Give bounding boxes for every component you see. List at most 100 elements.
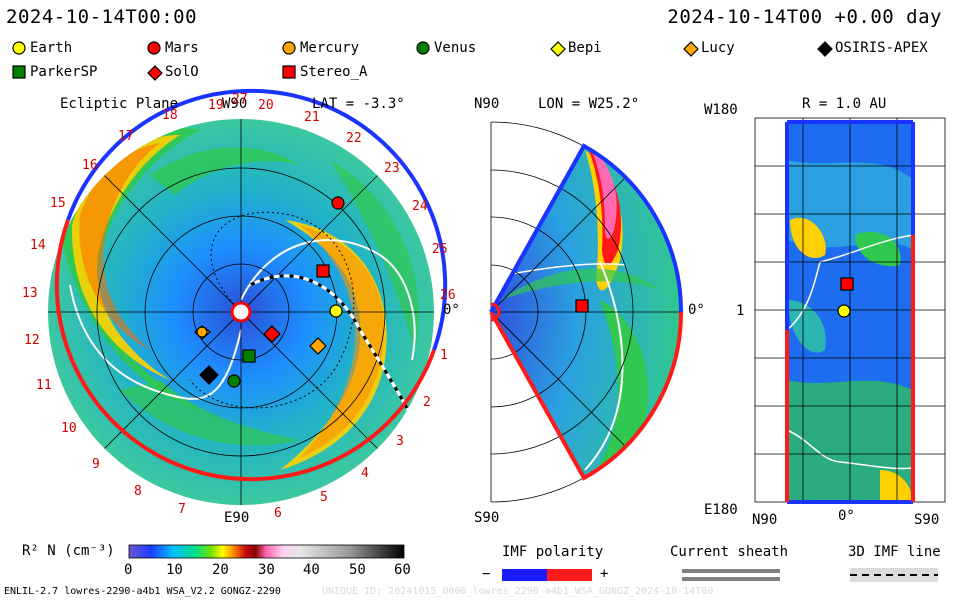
legend-label: Venus — [434, 40, 477, 56]
legend-label: SolO — [165, 64, 199, 80]
venus-marker-icon — [416, 41, 430, 55]
day-number: 20 — [258, 98, 274, 113]
meridional-right-label: 0° — [688, 302, 705, 318]
colorbar-tick: 10 — [166, 562, 183, 578]
day-number: 26 — [440, 288, 456, 303]
meridional-panel — [489, 121, 684, 503]
mercury-marker-icon — [282, 41, 296, 55]
day-number: 16 — [82, 158, 98, 173]
legend-bepi: Bepi — [550, 40, 602, 57]
stereo-a-marker-icon — [282, 65, 296, 79]
parkersp-marker — [242, 349, 256, 363]
earth-marker — [329, 304, 343, 318]
day-number: 22 — [346, 131, 362, 146]
colorbar-label: R² N (cm⁻³) — [22, 543, 115, 559]
legend-earth: Earth — [12, 40, 72, 56]
legend-label: Earth — [30, 40, 73, 56]
day-number: 1 — [440, 348, 448, 363]
imf-minus-label: − — [482, 566, 491, 582]
day-number: 2 — [423, 395, 431, 410]
ecliptic-panel — [48, 88, 448, 505]
sphere-bottom-label: N90 — [752, 512, 778, 528]
legend-label: Stereo_A — [300, 64, 368, 80]
sphere-radius: R = 1.0 AU — [802, 96, 887, 112]
day-number: 4 — [361, 466, 369, 481]
day-number: 23 — [384, 161, 400, 176]
current-sheath-title: Current sheath — [670, 544, 789, 560]
legend-parkersp: ParkerSP — [12, 64, 97, 80]
imf-positive-swatch — [547, 569, 592, 581]
day-number: 13 — [22, 286, 38, 301]
day-number: 27 — [232, 92, 248, 107]
day-number: 19 — [208, 98, 224, 113]
legend-label: OSIRIS-APEX — [835, 40, 928, 56]
legend-stereo-a: Stereo_A — [282, 64, 367, 80]
legend-solo: SolO — [147, 64, 199, 81]
legend-label: ParkerSP — [30, 64, 98, 80]
colorbar-tick: 20 — [212, 562, 229, 578]
sphere-bottom-label: 0° — [838, 508, 855, 524]
stereo-a-marker — [575, 299, 589, 313]
day-number: 12 — [24, 333, 40, 348]
venus-marker — [227, 374, 241, 388]
legend-mars: Mars — [147, 40, 199, 56]
sphere-bottom-label: S90 — [914, 512, 940, 528]
lucy-marker — [309, 337, 327, 355]
imf-negative-swatch — [502, 569, 547, 581]
sun-icon — [230, 301, 252, 323]
footer-model-info: ENLIL-2.7 lowres-2290-a4b1 WSA_V2.2 GONG… — [4, 586, 281, 597]
imf-polarity-title: IMF polarity — [502, 544, 604, 560]
sphere-mid-label: 1 — [736, 303, 745, 319]
legend-label: Bepi — [568, 40, 602, 56]
parkersp-marker-icon — [12, 65, 26, 79]
imf-line-title: 3D IMF line — [848, 544, 941, 560]
day-number: 5 — [320, 490, 328, 505]
ecliptic-title: Ecliptic Plane — [60, 96, 179, 112]
legend-mercury: Mercury — [282, 40, 359, 56]
footer-run-id: UNIQUE ID: 20241015_0000_lowres_2290_a4b… — [322, 586, 714, 597]
sphere-panel — [754, 117, 946, 504]
earth-marker-icon — [12, 41, 26, 55]
day-number: 15 — [50, 196, 66, 211]
day-number: 11 — [36, 378, 52, 393]
meridional-bottom-label: S90 — [474, 510, 500, 526]
lucy-marker-icon — [683, 41, 699, 57]
sphere-bottom-left-label: E180 — [704, 502, 738, 518]
day-number: 17 — [118, 129, 134, 144]
day-number: 14 — [30, 238, 46, 253]
colorbar — [128, 544, 405, 559]
header-left-time: 2024-10-14T00:00 — [6, 6, 198, 28]
mercury-marker — [196, 326, 208, 338]
day-number: 25 — [432, 242, 448, 257]
legend-label: Mercury — [300, 40, 360, 56]
day-number: 9 — [92, 457, 100, 472]
stereo-a-marker — [840, 277, 854, 291]
ecliptic-top-label: W90 — [222, 96, 248, 112]
colorbar-tick: 30 — [258, 562, 275, 578]
meridional-top-label: N90 — [474, 96, 500, 112]
header-right-time: 2024-10-14T00 +0.00 day — [667, 6, 942, 28]
meridional-lon: LON = W25.2° — [538, 96, 640, 112]
imf-plus-label: + — [600, 566, 609, 582]
colorbar-tick: 40 — [303, 562, 320, 578]
bepi-marker-icon — [550, 41, 566, 57]
day-number: 24 — [412, 199, 428, 214]
earth-marker — [837, 304, 851, 318]
legend-venus: Venus — [416, 40, 476, 56]
solo-marker — [263, 325, 281, 343]
osiris-apex-marker — [199, 365, 219, 385]
colorbar-tick: 0 — [124, 562, 133, 578]
colorbar-tick: 50 — [349, 562, 366, 578]
legend-osiris-apex: OSIRIS-APEX — [817, 40, 928, 57]
ecliptic-lat: LAT = -3.3° — [312, 96, 405, 112]
colorbar-tick: 60 — [394, 562, 411, 578]
sphere-top-left-label: W180 — [704, 102, 738, 118]
legend-lucy: Lucy — [683, 40, 735, 57]
day-number: 21 — [304, 110, 320, 125]
osiris-apex-marker-icon — [817, 41, 833, 57]
day-number: 10 — [61, 421, 77, 436]
day-number: 18 — [162, 108, 178, 123]
solo-marker-icon — [147, 65, 163, 81]
ecliptic-right-label: 0° — [443, 302, 460, 318]
